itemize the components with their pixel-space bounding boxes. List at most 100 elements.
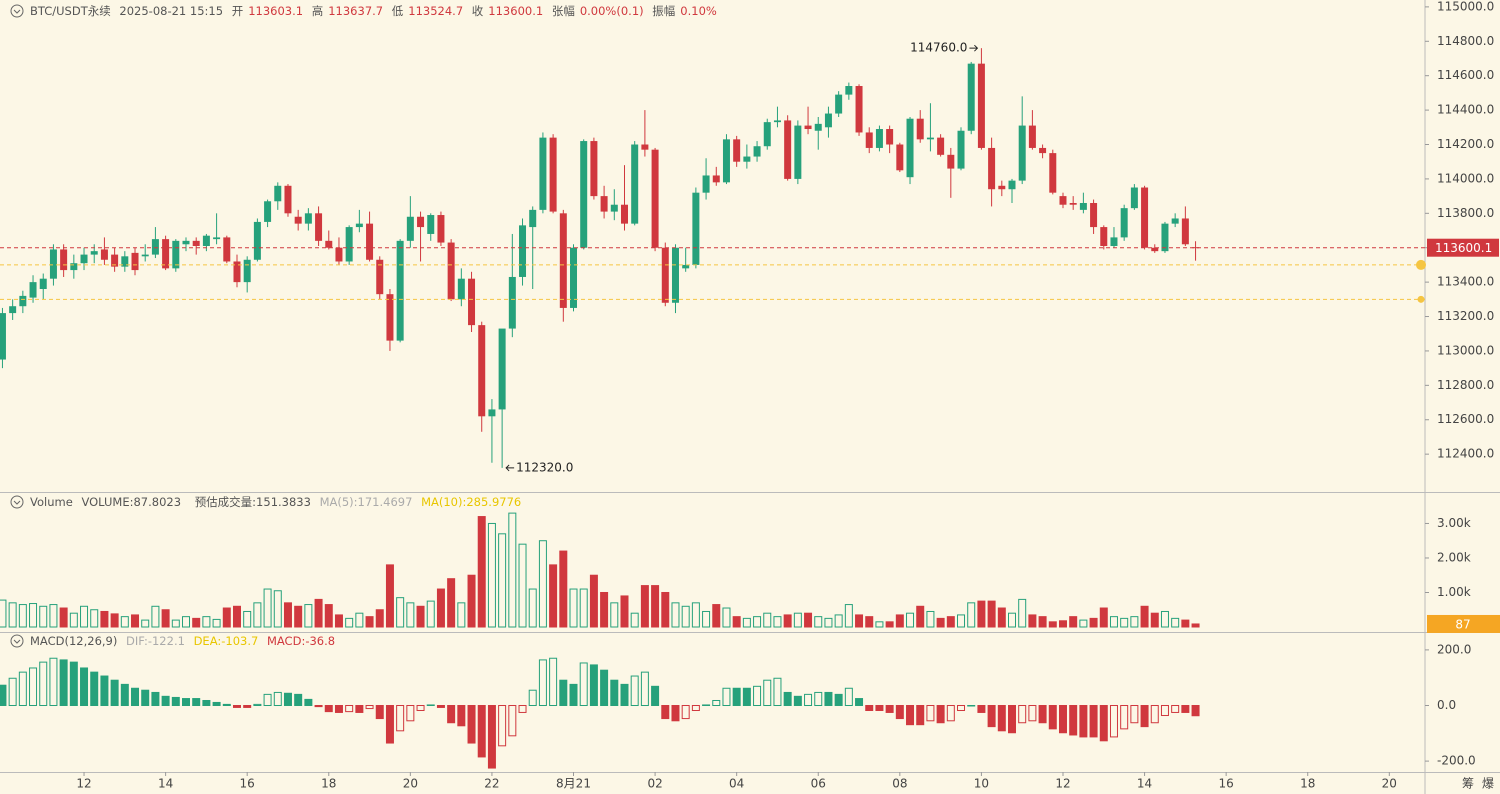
macd-bar bbox=[977, 705, 986, 713]
macd-bar bbox=[1130, 705, 1139, 724]
volume-bar bbox=[600, 591, 609, 628]
volume-bar bbox=[110, 613, 119, 628]
close-label: 收 bbox=[471, 4, 484, 18]
macd-bar bbox=[773, 677, 782, 707]
candle-body bbox=[253, 221, 261, 260]
macd-bar bbox=[895, 705, 904, 720]
symbol[interactable]: BTC/USDT永续 bbox=[30, 4, 111, 18]
volume-bar bbox=[141, 619, 150, 628]
x-tick-label: 14 bbox=[1137, 777, 1152, 791]
macd-bar bbox=[538, 659, 547, 707]
candle-body bbox=[202, 235, 210, 246]
volume-bar bbox=[1130, 616, 1139, 628]
volume-bar bbox=[212, 618, 221, 628]
volume-bar bbox=[406, 602, 415, 628]
macd-bar bbox=[90, 671, 99, 707]
corner-label[interactable]: 爆 bbox=[1482, 777, 1494, 791]
y-tick-label: 114400.0 bbox=[1437, 103, 1494, 117]
collapse-icon[interactable] bbox=[10, 634, 24, 648]
volume-header: Volume VOLUME:87.8023 预估成交量:151.3833 MA(… bbox=[30, 494, 526, 510]
macd-bar bbox=[1028, 705, 1037, 722]
macd-bar bbox=[141, 689, 150, 707]
collapse-icon[interactable] bbox=[10, 495, 24, 509]
candle-body bbox=[671, 247, 679, 303]
volume-bar bbox=[1160, 610, 1169, 628]
volume-bar bbox=[691, 602, 700, 628]
x-tick-label: 16 bbox=[1219, 777, 1234, 791]
candle-body bbox=[661, 247, 669, 303]
volume-bar bbox=[314, 598, 323, 628]
macd-bar bbox=[365, 705, 374, 710]
macd-bar bbox=[600, 669, 609, 707]
x-tick-label: 20 bbox=[1382, 777, 1397, 791]
macd-bar bbox=[151, 691, 160, 707]
volume-bar bbox=[946, 616, 955, 628]
macd-bar bbox=[18, 671, 27, 707]
volume-bar bbox=[1038, 616, 1047, 628]
volume-bar bbox=[457, 602, 466, 628]
candle-body bbox=[580, 141, 588, 248]
corner-label[interactable]: 筹 bbox=[1462, 777, 1474, 791]
candle-body bbox=[376, 259, 384, 295]
volume-bar bbox=[426, 600, 435, 628]
macd-bar bbox=[406, 705, 415, 722]
candle-body bbox=[998, 185, 1006, 190]
volume-bar bbox=[171, 619, 180, 628]
y-tick-label: 114800.0 bbox=[1437, 34, 1494, 48]
volume-bar bbox=[385, 564, 394, 628]
candle-body bbox=[80, 254, 88, 264]
macd-bar bbox=[936, 705, 945, 724]
macd-bar bbox=[416, 705, 425, 712]
candle-body bbox=[100, 249, 108, 260]
candle-body bbox=[355, 223, 363, 228]
macd-bar bbox=[436, 705, 445, 708]
volume-badge-label: 87 bbox=[1455, 617, 1470, 631]
candle-body bbox=[916, 118, 924, 140]
alert-dot bbox=[1417, 295, 1425, 303]
macd-bar bbox=[865, 705, 874, 712]
macd-bar bbox=[1089, 705, 1098, 738]
candle-body bbox=[151, 239, 159, 255]
volume-label: VOLUME: bbox=[81, 495, 134, 509]
candle-body bbox=[753, 146, 761, 157]
macd-bar bbox=[8, 677, 17, 707]
collapse-icon[interactable] bbox=[10, 4, 24, 18]
open-label: 开 bbox=[231, 4, 244, 18]
candle-body bbox=[967, 63, 975, 131]
open-value: 113603.1 bbox=[248, 4, 304, 18]
candle-body bbox=[926, 137, 934, 140]
volume-bar bbox=[253, 602, 262, 628]
volume-bar bbox=[18, 604, 27, 628]
candle-body bbox=[366, 223, 374, 260]
y-tick-label: 112400.0 bbox=[1437, 447, 1494, 461]
candle-body bbox=[519, 225, 527, 277]
macd-header: MACD(12,26,9) DIF:-122.1 DEA:-103.7 MACD… bbox=[30, 634, 345, 648]
volume-ma5: MA(5):171.4697 bbox=[319, 495, 413, 509]
volume-value: 87.8023 bbox=[133, 495, 182, 509]
macd-bar bbox=[742, 687, 751, 707]
macd-bar bbox=[855, 698, 864, 707]
volume-bar bbox=[569, 588, 578, 628]
y-tick-label: 114000.0 bbox=[1437, 171, 1494, 185]
volume-bar bbox=[324, 604, 333, 628]
volume-bar bbox=[936, 617, 945, 628]
amplitude-value: 0.10% bbox=[680, 4, 717, 18]
macd-bar bbox=[1079, 705, 1088, 738]
volume-bar bbox=[987, 600, 996, 628]
macd-bar bbox=[844, 687, 853, 707]
candle-body bbox=[682, 264, 690, 269]
candle-body bbox=[0, 313, 6, 360]
macd-bar bbox=[916, 705, 925, 726]
volume-bar bbox=[0, 599, 7, 628]
macd-bar bbox=[702, 704, 711, 707]
candle-body bbox=[111, 254, 119, 267]
candle-body bbox=[1090, 202, 1098, 228]
macd-bar bbox=[426, 704, 435, 707]
volume-bar bbox=[487, 522, 496, 628]
macd-bar bbox=[589, 664, 598, 707]
volume-bar bbox=[773, 616, 782, 628]
volume-bar bbox=[192, 617, 201, 628]
macd-bar bbox=[1048, 705, 1057, 730]
